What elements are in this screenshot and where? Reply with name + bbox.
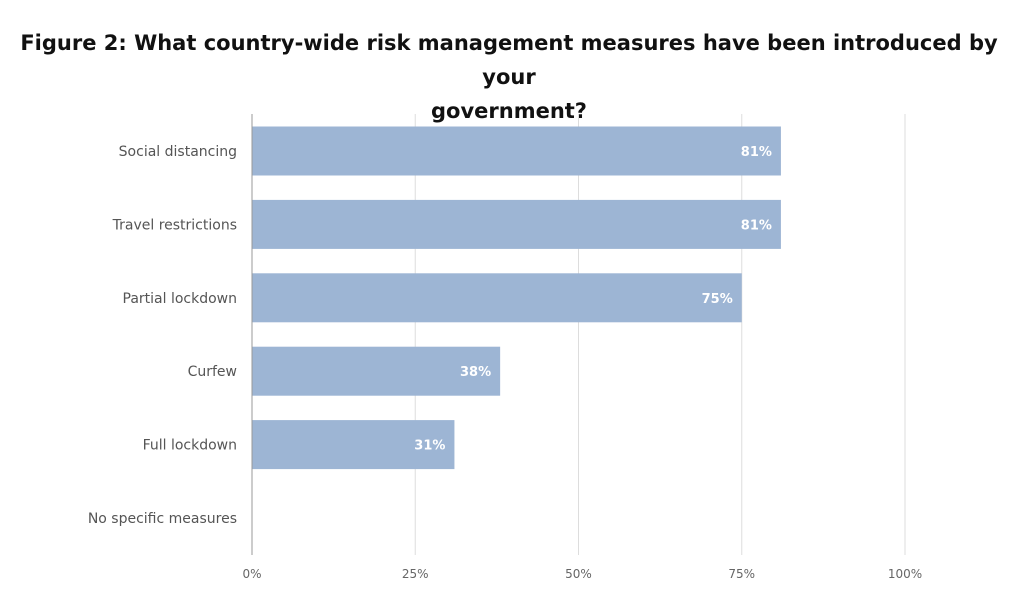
chart-title-line-2: government?: [431, 99, 587, 123]
labels: 0% 25% 50% 75% 100% Social distancing 81% Trave…: [88, 144, 922, 581]
grid-lines: [414, 114, 906, 555]
category-label: Partial lockdown: [123, 291, 237, 307]
bars: [252, 126, 781, 470]
data-label: 38%: [460, 365, 491, 380]
data-label: 31%: [414, 439, 445, 454]
x-tick-label: 100%: [888, 567, 922, 581]
x-tick-label: 0%: [242, 567, 261, 581]
bar: [252, 420, 455, 470]
data-label: 75%: [702, 292, 733, 307]
category-label: No specific measures: [88, 511, 237, 527]
x-tick-label: 25%: [402, 567, 429, 581]
category-label: Curfew: [188, 364, 237, 380]
category-label: Social distancing: [119, 144, 237, 160]
bar: [252, 126, 781, 176]
category-label: Full lockdown: [143, 438, 237, 454]
bar: [252, 199, 781, 249]
chart-title: Figure 2: What country-wide risk managem…: [0, 26, 1018, 128]
bar: [252, 346, 501, 396]
data-label: 81%: [741, 145, 772, 160]
data-label: 81%: [741, 218, 772, 233]
x-tick-label: 75%: [728, 567, 755, 581]
chart-title-line-1: Figure 2: What country-wide risk managem…: [20, 31, 998, 89]
category-label: Travel restrictions: [112, 217, 237, 233]
bar: [252, 273, 742, 323]
x-tick-label: 50%: [565, 567, 592, 581]
